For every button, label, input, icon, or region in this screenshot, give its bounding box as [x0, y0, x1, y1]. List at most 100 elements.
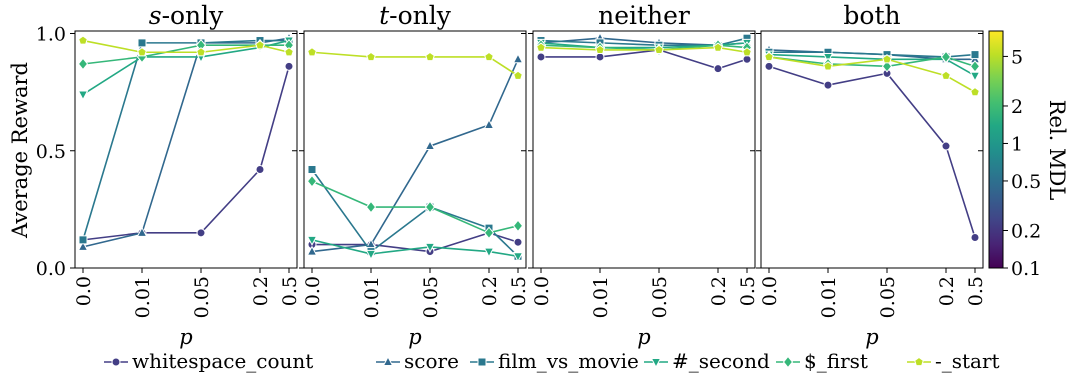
- data-point-whitespace_count: [742, 54, 752, 64]
- y-tick-label: 0.5: [36, 141, 66, 163]
- data-point--_start: [764, 51, 774, 62]
- data-point--_start: [484, 51, 494, 62]
- data-point--_start: [823, 61, 833, 71]
- x-tick-label: 0.01: [818, 276, 840, 318]
- data-point-whitespace_count: [284, 61, 294, 71]
- colorbar-tick-label: 5: [1011, 46, 1023, 68]
- x-axis-label: p: [408, 325, 421, 349]
- legend-label: $_first: [804, 349, 868, 373]
- data-point-whitespace_count: [970, 233, 980, 243]
- data-point--_start: [595, 44, 605, 55]
- data-point--_start: [366, 51, 376, 62]
- data-point-score: [306, 245, 318, 256]
- colorbar-label: Rel. MDL: [1045, 100, 1068, 201]
- colorbar-tick-label: 0.5: [1011, 171, 1041, 193]
- panel-frame: [532, 30, 756, 269]
- x-tick-label: 0.05: [191, 276, 213, 318]
- colorbar-gradient: [988, 30, 1004, 269]
- data-point-score: [512, 53, 524, 64]
- data-point--_start: [742, 47, 752, 57]
- data-point-film_vs_movie: [137, 38, 147, 48]
- y-tick-label: 1.0: [36, 24, 66, 46]
- colorbar-tick-label: 2: [1011, 96, 1023, 118]
- series-line-score: [82, 37, 290, 248]
- data-point--_start: [284, 47, 294, 57]
- data-point-#_second: [483, 247, 495, 258]
- x-tick-label: 0.05: [877, 276, 899, 318]
- x-tick-label: 0.5: [737, 276, 759, 306]
- x-tick-label: 0.0: [302, 276, 324, 306]
- legend-marker-$_first: [782, 355, 794, 369]
- legend-label: #_second: [672, 349, 770, 373]
- series-line-film_vs_movie: [311, 169, 519, 257]
- data-point-film_vs_movie: [970, 50, 980, 60]
- panel-title: neither: [598, 1, 690, 30]
- panel-title: both: [843, 1, 900, 30]
- data-point--_start: [78, 35, 88, 45]
- x-axis-label: p: [865, 325, 878, 349]
- panel-title-var: s: [149, 1, 162, 30]
- x-tick-label: 0.2: [250, 276, 272, 306]
- x-tick-label: 0.01: [361, 276, 383, 318]
- data-point-#_second: [306, 235, 318, 246]
- data-point-film_vs_movie: [307, 165, 317, 175]
- x-tick-label: 0.0: [531, 276, 553, 306]
- series-line-whitespace_count: [768, 65, 976, 238]
- data-point--_start: [970, 87, 980, 97]
- x-tick-label: 0.0: [73, 276, 95, 306]
- data-point-#_second: [512, 252, 524, 263]
- legend-marker-#_second: [650, 358, 662, 369]
- x-tick-label: 0.2: [936, 276, 958, 306]
- data-point-score: [136, 226, 148, 237]
- legend-label: score: [404, 349, 459, 373]
- y-tick-label: 0.0: [36, 258, 66, 280]
- panel-frame: [74, 30, 298, 269]
- data-point-$_first: [940, 50, 952, 64]
- panel-3: neither 0.0 0.01 0.05 0.2 0.5 p: [528, 1, 759, 349]
- legend-label: film_vs_movie: [498, 349, 639, 373]
- data-point-$_first: [483, 226, 495, 240]
- data-point--_start: [713, 42, 723, 52]
- data-point--_start: [255, 40, 265, 50]
- colorbar-tick-label: 0.1: [1011, 258, 1041, 280]
- x-axis-label: p: [637, 325, 650, 349]
- data-point--_start: [196, 47, 206, 57]
- panel-title-text: both: [843, 1, 900, 30]
- legend-marker-film_vs_movie: [477, 357, 487, 367]
- data-point-whitespace_count: [823, 80, 833, 90]
- data-point-#_second: [77, 90, 89, 101]
- legend-label: whitespace_count: [132, 349, 313, 373]
- data-point--_start: [882, 54, 892, 64]
- data-point-#_second: [424, 242, 436, 253]
- data-point-$_first: [969, 60, 981, 73]
- x-tick-label: 0.5: [279, 276, 301, 306]
- x-tick-label: 0.01: [132, 276, 154, 318]
- x-tick-label: 0.05: [649, 276, 671, 318]
- panel-2: t-only 0.0 0.01 0.05 0.2 0.5 p: [299, 1, 530, 349]
- panel-title-var: t: [379, 1, 390, 30]
- data-point--_start: [307, 47, 317, 57]
- legend-item--_start: -_start: [907, 349, 1000, 373]
- data-point-$_first: [424, 200, 436, 214]
- panel-frame: [760, 30, 984, 269]
- data-point-$_first: [77, 57, 89, 71]
- colorbar-ticks: 0.1 0.2 0.5 1 2 5: [1003, 46, 1041, 280]
- legend-marker--_start: [914, 356, 924, 367]
- series-line-score: [311, 58, 519, 253]
- data-point-whitespace_count: [764, 61, 774, 71]
- legend-marker-score: [382, 355, 394, 366]
- panel-1: s-only 0.0 0.5 1.0 0.0 0.01 0.05 0.2 0.5 p: [36, 1, 301, 349]
- colorbar-tick-label: 0.2: [1011, 221, 1041, 243]
- legend-label: -_start: [935, 349, 1000, 373]
- data-point--_start: [137, 47, 147, 57]
- legend-item-score: score: [376, 349, 459, 373]
- legend-item-whitespace_count: whitespace_count: [104, 349, 313, 373]
- panel-title-text: -only: [389, 1, 452, 30]
- data-point-$_first: [365, 200, 377, 214]
- x-tick-label: 0.5: [965, 276, 987, 306]
- colorbar: 0.1 0.2 0.5 1 2 5 Rel. MDL: [988, 30, 1068, 280]
- panel-title: s-only: [149, 1, 224, 30]
- panel-4: both 0.0 0.01 0.05 0.2 0.5 p: [756, 1, 987, 349]
- data-point-whitespace_count: [513, 237, 523, 247]
